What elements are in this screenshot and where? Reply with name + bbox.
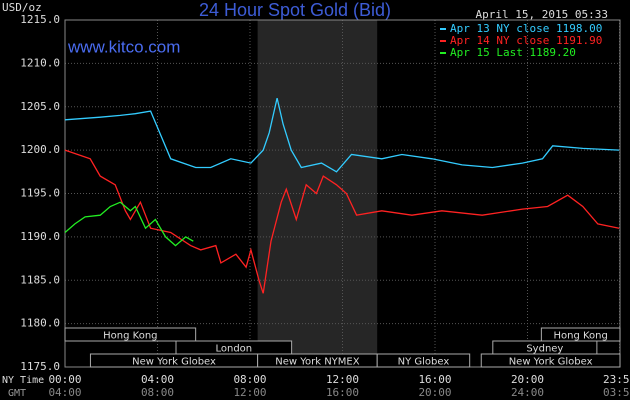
y-tick-label: 1180.0 [20,317,60,330]
x-tick-label: 00:00 [48,373,81,386]
x-tick-label: 08:00 [233,373,266,386]
y-tick-label: 1215.0 [20,13,60,26]
y-tick-label: 1195.0 [20,187,60,200]
session-label: NY Globex [398,357,450,368]
x-tick-label: 20:00 [511,373,544,386]
x-tick-label: 16:00 [418,373,451,386]
gmt-row-label: GMT [8,388,26,399]
session-bar [64,327,197,342]
y-tick-label: 1190.0 [20,230,60,243]
x-row-label: NY Time [2,375,44,386]
x-tick-label: 23:59 [603,373,630,386]
y-axis-label: USD/oz [2,1,42,14]
x-tick-label: 12:00 [326,373,359,386]
watermark: www.kitco.com [67,37,180,56]
gmt-tick-label: 03:59 [603,386,630,399]
y-tick-label: 1210.0 [20,56,60,69]
gmt-tick-label: 12:00 [233,386,266,399]
x-tick-label: 04:00 [141,373,174,386]
y-tick-label: 1175.0 [20,360,60,373]
gmt-tick-label: 20:00 [418,386,451,399]
session-label: New York Globex [132,357,216,368]
y-tick-label: 1200.0 [20,143,60,156]
session-bar [480,353,621,368]
gmt-tick-label: 16:00 [326,386,359,399]
series-line [64,97,620,173]
y-tick-label: 1185.0 [20,273,60,286]
session-label: London [215,344,252,355]
session-bar [376,353,471,368]
gmt-tick-label: 04:00 [48,386,81,399]
legend-label: Apr 15 Last 1189.20 [450,46,576,59]
session-label: New York Globex [509,357,593,368]
timestamp: April 15, 2015 05:33 [476,8,608,21]
gmt-tick-label: 24:00 [511,386,544,399]
session-label: New York NYMEX [275,357,360,368]
session-label: Hong Kong [554,331,608,342]
series-line [64,201,194,247]
legend-label: Apr 14 NY close 1191.90 [450,34,602,47]
session-label: Sydney [526,344,563,355]
gmt-tick-label: 08:00 [141,386,174,399]
y-tick-label: 1205.0 [20,100,60,113]
chart-title: 24 Hour Spot Gold (Bid) [199,0,391,20]
series-line [64,149,620,294]
legend-label: Apr 13 NY close 1198.00 [450,22,602,35]
session-label: Hong Kong [103,331,157,342]
